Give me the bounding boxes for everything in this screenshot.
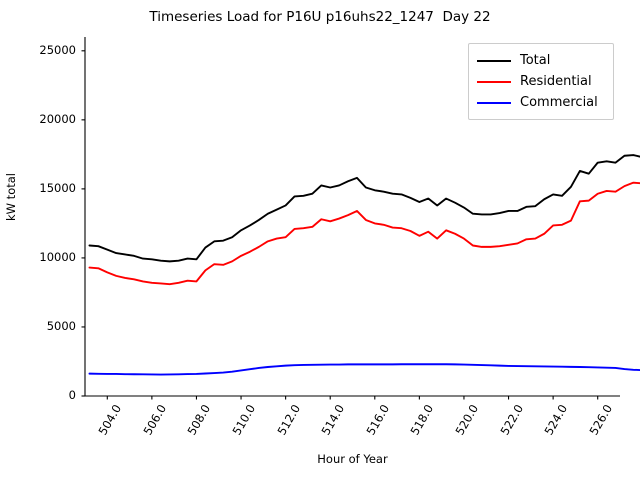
- series-line-commercial: [88, 363, 640, 376]
- y-axis-ticks: [81, 50, 85, 397]
- x-axis-label: Hour of Year: [317, 452, 388, 466]
- y-tick-label: 15000: [39, 180, 76, 195]
- series-line-total: [88, 154, 640, 263]
- legend-entry-residential: Residential: [477, 71, 605, 92]
- legend-label: Commercial: [520, 95, 598, 110]
- chart-title: Timeseries Load for P16U p16uhs22_1247 D…: [149, 9, 491, 25]
- y-axis-label: kW total: [4, 173, 18, 221]
- legend-swatch-commercial-icon: [477, 101, 511, 104]
- y-tick-label: 0: [68, 388, 76, 402]
- x-axis-ticks: [106, 396, 599, 400]
- axes-frame: [84, 37, 620, 397]
- legend-entry-commercial: Commercial: [477, 92, 605, 113]
- chart-legend: Total Residential Commercial: [468, 43, 614, 120]
- legend-label: Residential: [520, 74, 592, 89]
- y-tick-label: 20000: [39, 111, 76, 126]
- y-tick-label: 5000: [46, 318, 76, 333]
- legend-swatch-residential-icon: [477, 80, 511, 83]
- legend-entry-total: Total: [477, 50, 605, 71]
- legend-label: Total: [520, 53, 551, 68]
- legend-swatch-total-icon: [477, 59, 511, 62]
- y-tick-label: 25000: [39, 42, 76, 57]
- data-series-group: [88, 154, 640, 376]
- y-tick-label: 10000: [39, 249, 76, 264]
- series-line-residential: [88, 181, 640, 286]
